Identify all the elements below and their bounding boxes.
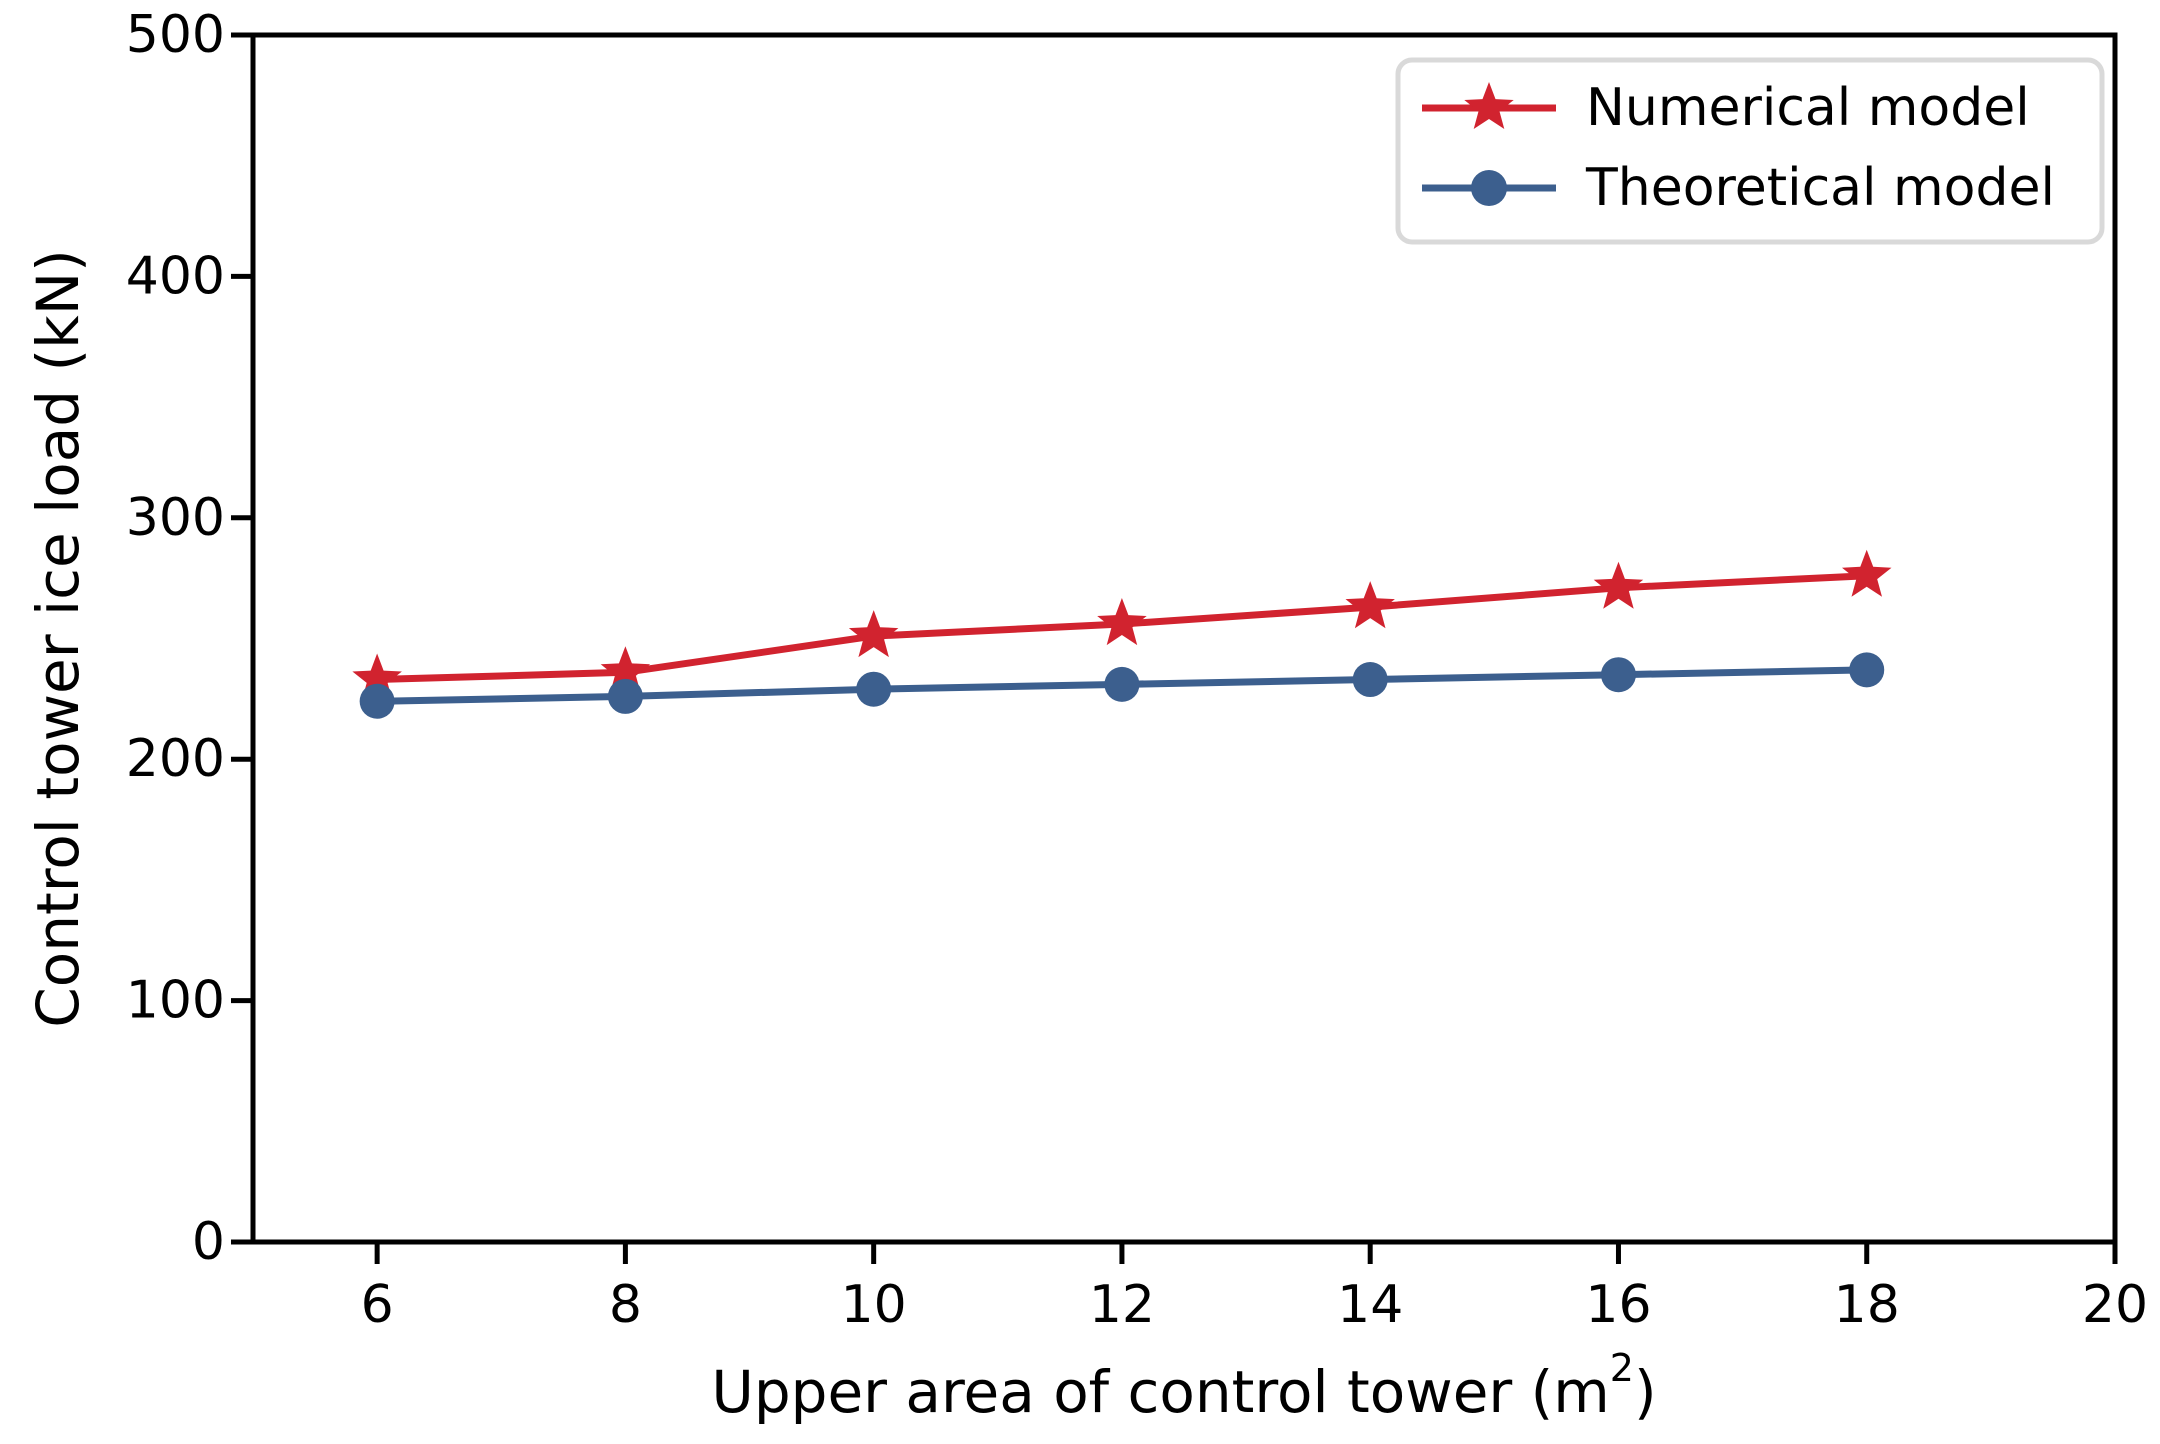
- x-tick-label: 14: [1337, 1275, 1403, 1335]
- star-marker: [1345, 581, 1395, 629]
- star-marker: [1097, 598, 1147, 646]
- legend-star-marker: [1464, 82, 1514, 129]
- x-axis-label: Upper area of control tower (m2): [711, 1346, 1656, 1426]
- y-tick-label: 500: [126, 5, 225, 65]
- star-marker: [1593, 561, 1644, 609]
- circle-marker: [1849, 652, 1885, 688]
- star-marker: [352, 653, 402, 701]
- circle-marker: [856, 671, 892, 707]
- legend-box: [1395, 57, 2105, 245]
- x-tick-label: 12: [1089, 1275, 1155, 1335]
- legend-circle-marker: [1471, 170, 1507, 206]
- x-tick-label: 6: [361, 1275, 394, 1335]
- y-tick-label: 300: [126, 488, 225, 548]
- circle-marker: [1104, 666, 1140, 702]
- circle-marker: [1600, 657, 1636, 693]
- y-tick-label: 200: [126, 729, 225, 789]
- legend: [1395, 57, 2105, 245]
- legend-label: Numerical model: [1586, 78, 2030, 138]
- x-tick-label: 16: [1585, 1275, 1651, 1335]
- circle-marker: [359, 683, 395, 719]
- plot-border: [250, 32, 2118, 1245]
- y-tick-label: 0: [192, 1212, 225, 1272]
- circle-marker: [1352, 662, 1388, 698]
- x-tick-label: 20: [2082, 1275, 2148, 1335]
- star-marker: [600, 646, 651, 694]
- y-axis-label: Control tower ice load (kN): [24, 249, 92, 1027]
- star-marker: [848, 610, 899, 658]
- legend-label: Theoretical model: [1585, 158, 2055, 218]
- y-tick-label: 100: [126, 971, 225, 1031]
- star-marker: [1842, 549, 1892, 597]
- x-tick-label: 10: [841, 1275, 907, 1335]
- y-tick-label: 400: [126, 246, 225, 306]
- x-tick-label: 8: [609, 1275, 642, 1335]
- circle-marker: [607, 678, 643, 714]
- x-tick-label: 18: [1834, 1275, 1900, 1335]
